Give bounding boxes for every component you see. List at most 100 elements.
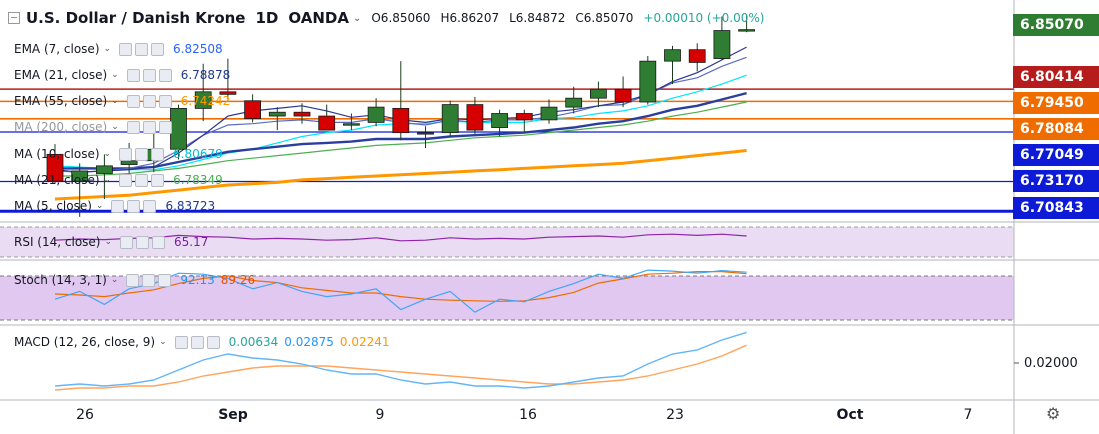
delete-icon[interactable] (158, 68, 172, 82)
delete-icon[interactable] (158, 120, 172, 134)
candle-body (293, 111, 311, 117)
delete-icon[interactable] (206, 335, 220, 349)
indicator-name[interactable]: EMA (21, close) (14, 68, 108, 82)
indicator-legend-row[interactable]: EMA (55, close) ⌄ 6.74242 (14, 94, 230, 108)
indicator-name[interactable]: MA (21, close) (14, 173, 100, 187)
eye-icon[interactable] (126, 273, 140, 287)
eye-icon[interactable] (119, 173, 133, 187)
indicator-name[interactable]: EMA (55, close) (14, 94, 108, 108)
settings-icon[interactable] (136, 235, 150, 249)
indicator-legend-row[interactable]: EMA (21, close) ⌄ 6.78878 (14, 68, 230, 82)
indicator-value: 6.74242 (180, 94, 231, 108)
delete-icon[interactable] (158, 273, 172, 287)
macd-line (54, 331, 747, 389)
x-tick-label: 23 (666, 407, 684, 423)
indicator-name[interactable]: MA (200, close) (14, 120, 108, 134)
ema55-line (54, 149, 747, 201)
delete-icon[interactable] (151, 147, 165, 161)
candle-body (417, 132, 434, 135)
x-tick-label: 9 (376, 407, 385, 423)
candle-body (244, 100, 262, 120)
chevron-down-icon[interactable]: ⌄ (95, 201, 104, 211)
indicator-value: 0.02241 (339, 335, 390, 349)
delete-icon[interactable] (151, 42, 165, 56)
chevron-down-icon[interactable]: ⌄ (103, 175, 112, 185)
indicator-name[interactable]: MACD (12, 26, close, 9) (14, 335, 156, 349)
settings-icon[interactable] (190, 335, 204, 349)
candle-body (392, 107, 410, 134)
indicator-legend-row[interactable]: EMA (7, close) ⌄ 6.82508 (14, 42, 223, 56)
eye-icon[interactable] (126, 120, 140, 134)
eye-icon[interactable] (119, 42, 133, 56)
indicator-pane-legend[interactable]: Stoch (14, 3, 1) ⌄ 92.13 89.26 (14, 273, 255, 287)
candle-body (515, 113, 533, 121)
indicator-name[interactable]: MA (5, close) (14, 199, 92, 213)
candle-body (96, 165, 113, 174)
indicator-value: 6.83723 (165, 199, 216, 213)
x-tick-label: 7 (964, 407, 973, 423)
candle-body (614, 88, 632, 103)
indicator-legend-row[interactable]: MA (200, close) ⌄ (14, 120, 181, 134)
indicator-value: 0.02875 (284, 335, 334, 349)
delete-icon[interactable] (158, 94, 172, 108)
chevron-down-icon[interactable]: ⌄ (103, 44, 112, 54)
gear-icon[interactable]: ⚙ (1046, 404, 1061, 423)
eye-icon[interactable] (126, 68, 140, 82)
candle-body (565, 97, 583, 108)
delete-icon[interactable] (151, 173, 165, 187)
eye-icon[interactable] (174, 335, 188, 349)
indicator-legend-row[interactable]: MA (5, close) ⌄ 6.83723 (14, 199, 215, 213)
indicator-pane-legend[interactable]: RSI (14, close) ⌄ 65.17 (14, 235, 208, 249)
candle-body (441, 104, 459, 134)
chevron-down-icon[interactable]: ⌄ (111, 122, 119, 132)
x-tick-label: Oct (837, 407, 864, 423)
chevron-down-icon[interactable]: ⌄ (103, 149, 112, 159)
delete-icon[interactable] (143, 199, 157, 213)
chevron-down-icon[interactable]: ⌄ (111, 96, 119, 106)
candle-body (367, 106, 385, 123)
indicator-value: 6.80679 (173, 147, 223, 161)
settings-icon[interactable] (142, 273, 156, 287)
indicator-value: 92.13 (180, 273, 215, 287)
chevron-down-icon[interactable]: ⌄ (159, 337, 167, 347)
x-tick-label: 16 (519, 407, 537, 423)
indicator-name[interactable]: Stoch (14, 3, 1) (14, 273, 107, 287)
settings-icon[interactable] (142, 120, 156, 134)
candle-body (219, 91, 237, 95)
indicator-value: 6.82508 (173, 42, 223, 56)
eye-icon[interactable] (126, 94, 140, 108)
candle-body (713, 30, 731, 60)
rsi-line (54, 233, 747, 242)
settings-icon[interactable] (127, 199, 141, 213)
indicator-name[interactable]: RSI (14, close) (14, 235, 101, 249)
indicator-legend-row[interactable]: MA (21, close) ⌄ 6.78349 (14, 173, 223, 187)
delete-icon[interactable] (152, 235, 166, 249)
eye-icon[interactable] (111, 199, 125, 213)
indicator-name[interactable]: EMA (7, close) (14, 42, 100, 56)
chevron-down-icon[interactable]: ⌄ (110, 275, 119, 285)
ma21-line (55, 101, 747, 177)
settings-icon[interactable] (135, 42, 149, 56)
macd-axis-label: 0.02000 (1024, 356, 1078, 371)
candle-body (120, 160, 138, 165)
eye-icon[interactable] (119, 147, 133, 161)
settings-icon[interactable] (135, 173, 149, 187)
indicator-name[interactable]: MA (10, close) (14, 147, 100, 161)
indicator-pane-legend[interactable]: MACD (12, 26, close, 9) ⌄ 0.00634 0.02875 0.… (14, 335, 390, 349)
chevron-down-icon[interactable]: ⌄ (104, 237, 113, 247)
indicator-legend-row[interactable]: MA (10, close) ⌄ 6.80679 (14, 147, 223, 161)
candle-body (738, 29, 755, 32)
candle-body (342, 123, 360, 126)
candle-body (540, 106, 558, 121)
settings-icon[interactable] (142, 68, 156, 82)
candle-body (466, 104, 484, 131)
candle-body (71, 170, 89, 182)
chevron-down-icon[interactable]: ⌄ (111, 70, 119, 80)
settings-icon[interactable] (142, 94, 156, 108)
x-tick-label: 26 (76, 407, 94, 423)
settings-icon[interactable] (135, 147, 149, 161)
eye-icon[interactable] (120, 235, 134, 249)
candle-body (268, 111, 286, 117)
